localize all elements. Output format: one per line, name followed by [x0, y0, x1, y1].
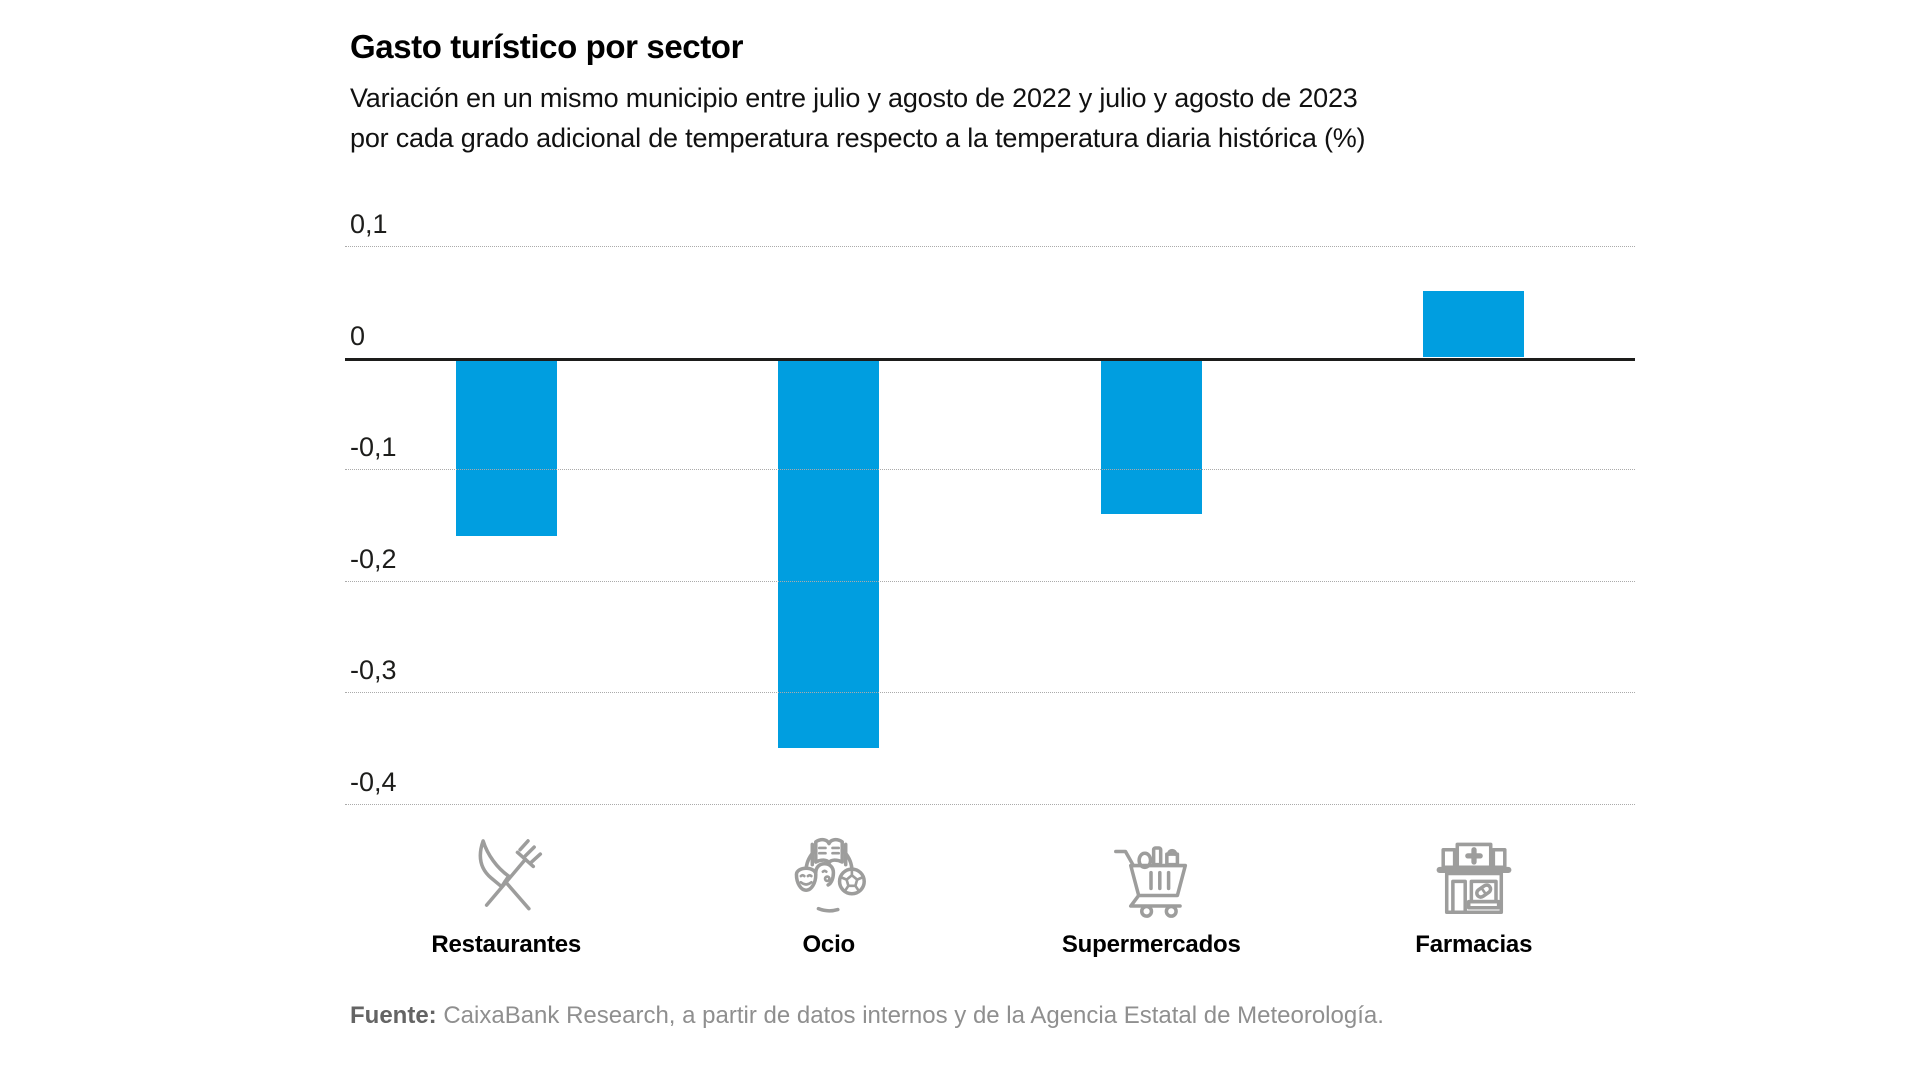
- category-restaurantes: Restaurantes: [345, 833, 668, 959]
- y-tick-label-0: 0: [350, 320, 366, 351]
- y-tick-label--0-3: -0,3: [350, 655, 397, 685]
- y-tick-label--0-4: -0,4: [350, 766, 397, 797]
- leisure-icon: [794, 837, 866, 913]
- category-label-supermercados: Supermercados: [1061, 931, 1241, 958]
- category-farmacias: Farmacias: [1313, 833, 1636, 959]
- plot-area: 0,1 0 -0,1 -0,2 -0,3 -0,4: [345, 200, 1635, 850]
- gridline--0-1: [345, 469, 1635, 470]
- y-tick-label--0-2: -0,2: [350, 543, 397, 574]
- y-tick-label--0-1: -0,1: [350, 432, 397, 462]
- chart-subtitle-line-1: Variación en un mismo municipio entre ju…: [350, 83, 1358, 113]
- source-text: CaixaBank Research, a partir de datos in…: [436, 1002, 1384, 1029]
- chart-title: Gasto turístico por sector: [350, 28, 744, 65]
- pharmacy-icon: [1436, 842, 1512, 914]
- bar-ocio: [778, 357, 880, 748]
- category-axis: Restaurantes Ocio Supermercados Farmacias: [345, 833, 1635, 959]
- source-label: Fuente:: [350, 1002, 437, 1029]
- supermarket-cart-icon: [1114, 846, 1188, 918]
- gridline--0-2: [345, 580, 1635, 582]
- bar-supermercados: [1100, 357, 1202, 514]
- category-ocio: Ocio: [668, 833, 991, 959]
- gridline--0-4: [345, 803, 1635, 805]
- category-label-restaurantes: Restaurantes: [431, 931, 582, 958]
- y-tick-label-0-1: 0,1: [350, 209, 388, 239]
- chart-header: Gasto turístico por sector Variación en …: [350, 28, 1366, 158]
- bar-farmacias: [1423, 290, 1525, 358]
- bar-restaurantes: [455, 357, 557, 536]
- gridline-0-1: [345, 246, 1635, 247]
- gridline--0-3: [345, 692, 1635, 693]
- restaurant-utensils-icon: [478, 839, 543, 911]
- category-label-ocio: Ocio: [802, 931, 856, 958]
- source-note: Fuente: CaixaBank Research, a partir de …: [350, 1002, 1384, 1030]
- category-label-farmacias: Farmacias: [1415, 931, 1533, 958]
- category-supermercados: Supermercados: [990, 833, 1313, 959]
- chart-subtitle: Variación en un mismo municipio entre ju…: [350, 78, 1366, 158]
- chart-subtitle-line-2: por cada grado adicional de temperatura …: [350, 123, 1366, 153]
- zero-axis-line: [345, 357, 1635, 361]
